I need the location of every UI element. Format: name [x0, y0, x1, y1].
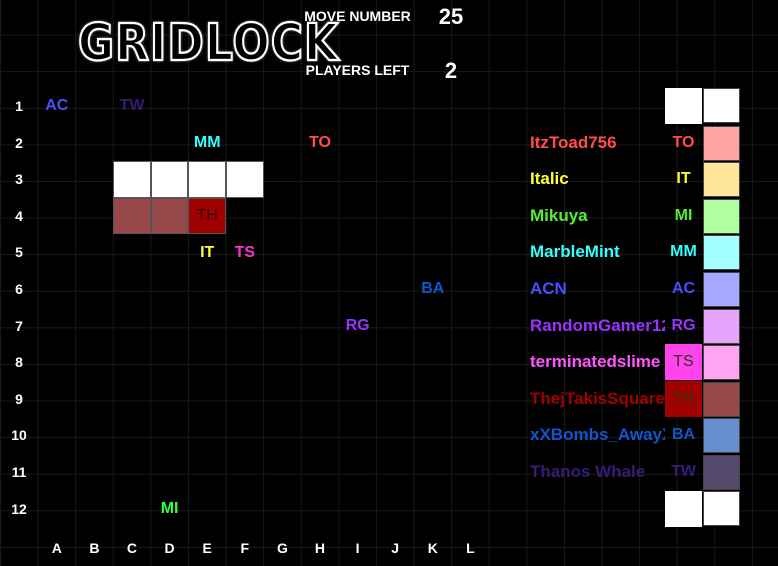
row-label: 7	[15, 317, 23, 334]
board-marker[interactable]: MI	[160, 499, 179, 517]
player-name[interactable]: xXBombs_AwayXx	[530, 425, 665, 445]
board-tile[interactable]	[150, 161, 189, 198]
column-label: D	[164, 540, 175, 556]
player-color-swatch	[703, 272, 740, 307]
row-label: 12	[11, 500, 27, 517]
player-name[interactable]: ThejTakisSquare	[530, 388, 665, 408]
row-label: 6	[15, 281, 23, 297]
player-code: MM	[670, 243, 697, 261]
player-name[interactable]: terminatedslime	[530, 352, 661, 372]
board-tile[interactable]	[113, 197, 151, 235]
column-label: C	[126, 540, 138, 556]
board-marker[interactable]: AC	[45, 97, 69, 115]
player-code: RG	[671, 316, 696, 334]
player-code: TH	[665, 380, 702, 417]
players-left-label: PLAYERS LEFT	[305, 62, 410, 78]
player-color-swatch	[703, 455, 740, 490]
board-tile[interactable]	[188, 161, 226, 198]
player-code: BA	[671, 426, 696, 444]
player-name[interactable]: RandomGamer12	[530, 315, 665, 335]
board-marker[interactable]: MM	[193, 133, 221, 151]
column-label: H	[314, 540, 326, 556]
column-label: K	[427, 540, 438, 556]
player-code: TW	[671, 463, 696, 480]
player-code: AC	[671, 280, 696, 297]
player-name[interactable]: ACN	[530, 279, 567, 298]
player-code: TS	[665, 344, 702, 381]
player-name[interactable]: MarbleMint	[530, 242, 620, 262]
player-code: IT	[676, 170, 691, 188]
board-tile[interactable]	[226, 161, 264, 198]
player-color-swatch	[703, 235, 740, 271]
board-marker[interactable]: IT	[200, 243, 215, 261]
row-label: 2	[15, 134, 23, 151]
column-label: L	[466, 540, 475, 556]
column-label: G	[276, 540, 288, 556]
player-code: TO	[672, 133, 695, 151]
row-label: 11	[11, 464, 27, 480]
empty-swatch	[703, 88, 740, 123]
player-color-swatch	[703, 162, 740, 198]
player-name[interactable]: Mikuya	[530, 205, 588, 225]
player-name[interactable]: Italic	[530, 169, 569, 189]
empty-code-slot	[665, 490, 702, 527]
column-label: E	[202, 540, 212, 556]
player-color-swatch	[703, 198, 740, 234]
board-tile[interactable]	[113, 161, 151, 198]
empty-swatch	[703, 490, 740, 526]
board-marker[interactable]: TO	[309, 133, 331, 151]
board-marker[interactable]: TS	[234, 243, 256, 261]
board-marker[interactable]: RG	[345, 316, 370, 334]
board-marker[interactable]: BA	[421, 280, 445, 298]
column-label: I	[355, 540, 360, 556]
board-tile[interactable]	[150, 197, 189, 235]
empty-code-slot	[665, 88, 702, 124]
player-name[interactable]: ItzToad756	[530, 132, 617, 152]
player-color-swatch	[703, 308, 740, 344]
player-color-swatch	[703, 381, 740, 417]
row-label: 10	[11, 427, 27, 444]
row-label: 4	[15, 207, 23, 224]
column-label: F	[240, 540, 250, 556]
row-label: 3	[15, 171, 23, 188]
column-label: B	[89, 540, 100, 556]
row-label: 5	[15, 244, 23, 261]
row-label: 1	[15, 98, 23, 114]
move-number-value: 25	[438, 4, 464, 29]
player-name[interactable]: Thanos Whale	[530, 462, 646, 481]
players-left-value: 2	[444, 58, 458, 83]
column-label: A	[51, 540, 62, 556]
player-color-swatch	[703, 345, 740, 381]
column-label: J	[391, 540, 400, 556]
row-label: 9	[15, 390, 23, 407]
player-color-swatch	[703, 125, 740, 161]
move-number-label: MOVE NUMBER	[304, 8, 411, 24]
board-tile[interactable]: TH	[188, 197, 226, 235]
gridlock-logo: GRIDLOCK	[77, 13, 340, 74]
player-code: MI	[674, 206, 693, 224]
board-marker[interactable]: TW	[119, 97, 145, 115]
row-label: 8	[15, 354, 23, 371]
player-color-swatch	[703, 418, 740, 454]
